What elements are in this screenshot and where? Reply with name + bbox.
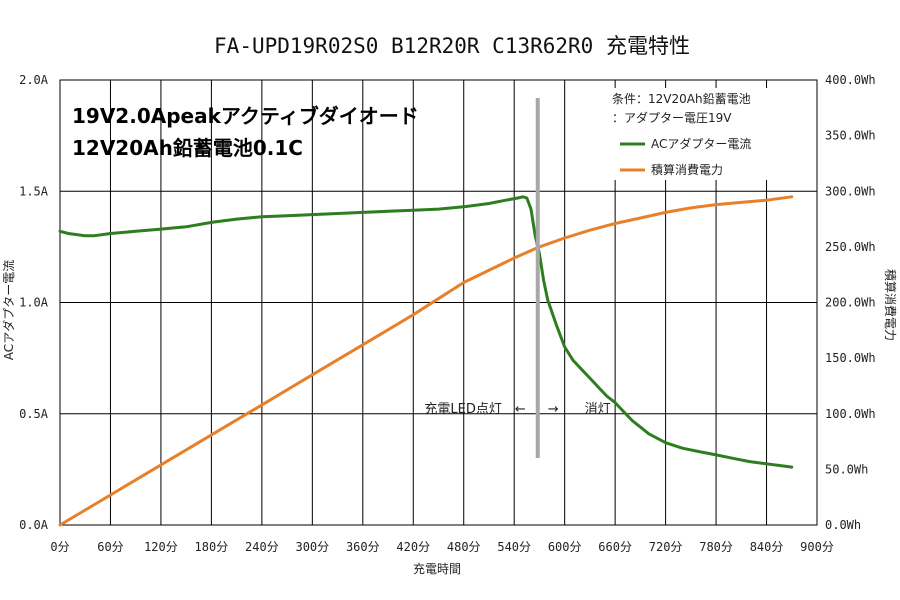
y-axis-ticks: 0.0A 0.5A 1.0A 1.5A 2.0A	[19, 73, 49, 532]
x-tick-label: 720分	[649, 540, 683, 554]
series-line-current	[58, 195, 794, 469]
y2-tick-label: 200.0Wh	[825, 296, 876, 310]
x-tick-label: 600分	[548, 540, 582, 554]
y-tick-label: 0.0A	[19, 518, 49, 532]
y2-axis-label: 積算消費電力	[883, 269, 898, 341]
x-tick-label: 300分	[295, 540, 329, 554]
y-axis-label: ACアダプター電流	[1, 260, 16, 360]
x-tick-label: 180分	[195, 540, 229, 554]
y2-tick-label: 400.0Wh	[825, 73, 876, 87]
x-tick-label: 360分	[346, 540, 380, 554]
y-tick-label: 0.5A	[19, 407, 49, 421]
x-tick-label: 0分	[50, 540, 69, 554]
x-tick-label: 120分	[144, 540, 178, 554]
marker-label-left: 充電LED点灯 ←	[424, 401, 525, 417]
x-tick-label: 540分	[497, 540, 531, 554]
x-axis-label: 充電時間	[413, 561, 461, 576]
x-tick-label: 480分	[447, 540, 481, 554]
condition-line-2: ：アダプター電圧19V	[612, 110, 732, 125]
legend: 条件：12V20Ah鉛蓄電池 ：アダプター電圧19V ACアダプター電流 積算消…	[604, 88, 809, 180]
y-tick-label: 1.5A	[19, 184, 49, 198]
y2-axis-ticks: 0.0Wh 50.0Wh 100.0Wh 150.0Wh 200.0Wh 250.0Wh 3…	[825, 73, 876, 532]
led-marker: 充電LED点灯 ← → 消灯	[424, 98, 611, 458]
legend-label-energy: 積算消費電力	[651, 162, 723, 177]
condition-line-1: 条件：12V20Ah鉛蓄電池	[612, 92, 751, 106]
x-tick-label: 660分	[598, 540, 632, 554]
x-tick-label: 60分	[97, 540, 123, 554]
x-axis-ticks: 0分 60分 120分 180分 240分 300分 360分 420分 480分 540分 600…	[50, 540, 833, 554]
overlay-text-1: 19V2.0Apeakアクティブダイオード	[72, 104, 419, 128]
y-tick-label: 1.0A	[19, 296, 49, 310]
y2-tick-label: 150.0Wh	[825, 351, 876, 365]
y2-tick-label: 250.0Wh	[825, 240, 876, 254]
y2-tick-label: 350.0Wh	[825, 129, 876, 143]
x-tick-label: 420分	[396, 540, 430, 554]
y2-tick-label: 0.0Wh	[825, 518, 861, 532]
y-tick-label: 2.0A	[19, 73, 49, 87]
chart-title: FA-UPD19R02S0 B12R20R C13R62R0 充電特性	[214, 34, 690, 58]
x-tick-label: 240分	[245, 540, 279, 554]
overlay-text-2: 12V20Ah鉛蓄電池0.1C	[72, 136, 303, 160]
y2-tick-label: 50.0Wh	[825, 462, 868, 476]
y2-tick-label: 300.0Wh	[825, 184, 876, 198]
marker-label-right: → 消灯	[548, 402, 611, 417]
legend-box	[604, 88, 809, 180]
legend-label-current: ACアダプター電流	[651, 136, 751, 151]
x-tick-label: 900分	[800, 540, 834, 554]
x-tick-label: 840分	[750, 540, 784, 554]
y2-tick-label: 100.0Wh	[825, 407, 876, 421]
x-tick-label: 780分	[699, 540, 733, 554]
